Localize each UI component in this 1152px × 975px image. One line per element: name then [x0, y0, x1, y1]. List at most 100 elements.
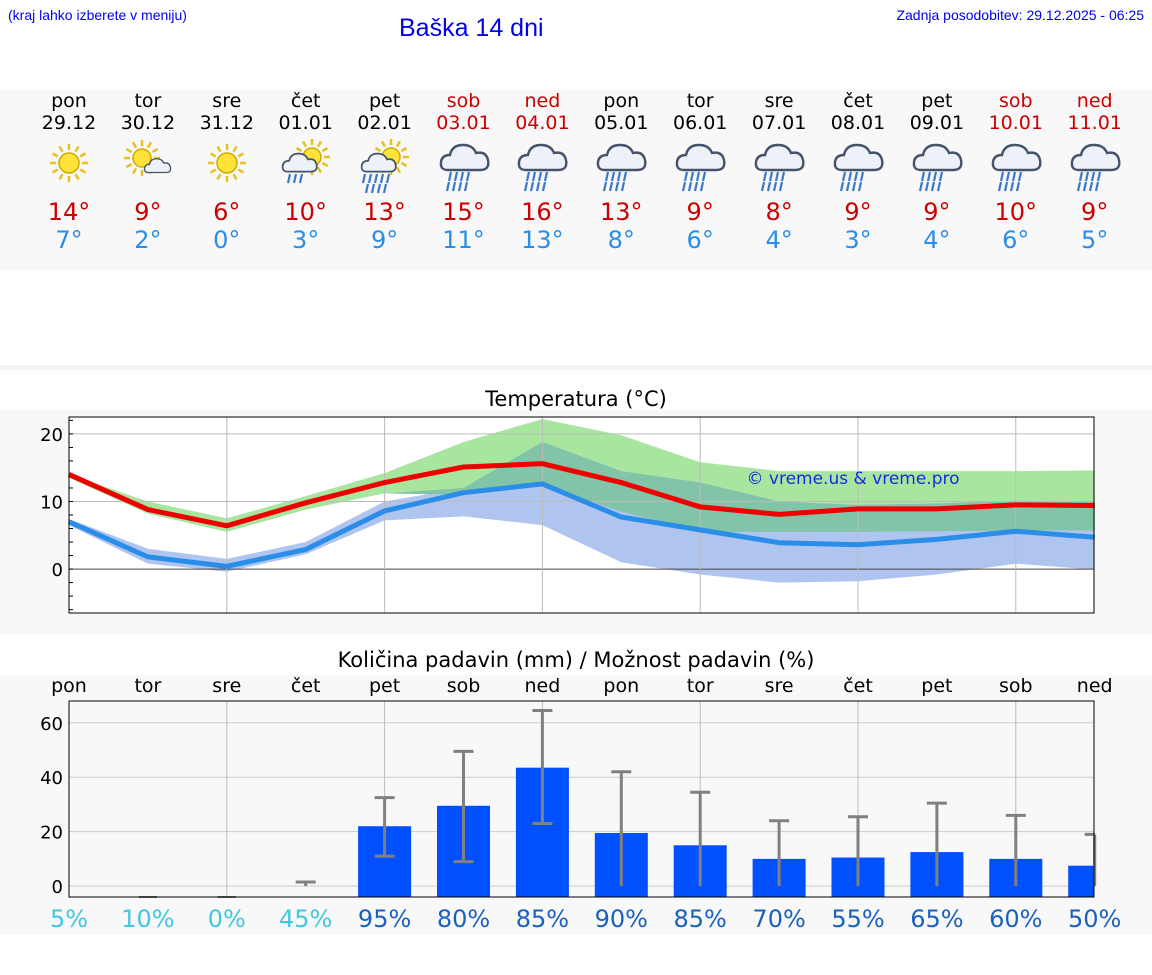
- day-label: ned: [1077, 675, 1113, 697]
- sun-cloud-heavy-rain-icon: [355, 136, 415, 196]
- min-temperature: 4°: [765, 226, 793, 254]
- precipitation-probability: 55%: [831, 905, 884, 932]
- y-tick-label: 10: [40, 492, 63, 513]
- precipitation-probability: 10%: [121, 905, 174, 932]
- max-temperature: 9°: [134, 198, 162, 226]
- min-temperature: 13°: [521, 226, 564, 254]
- min-temperature: 6°: [686, 226, 714, 254]
- precipitation-bar: [1068, 865, 1094, 897]
- max-temperature: 8°: [765, 198, 793, 226]
- rain-cloud-icon: [512, 136, 572, 196]
- precipitation-probability: 85%: [516, 905, 569, 932]
- sun-icon: [197, 136, 257, 196]
- precipitation-probability: 90%: [595, 905, 648, 932]
- plot-frame: [68, 700, 1095, 898]
- max-temperature: 6°: [213, 198, 241, 226]
- day-name: ned: [1076, 90, 1113, 112]
- max-temperature: 9°: [923, 198, 951, 226]
- day-date: 06.01: [672, 112, 728, 134]
- precipitation-probability: 60%: [989, 905, 1042, 932]
- day-label: čet: [291, 675, 321, 697]
- min-temperature-range: [69, 442, 1095, 583]
- day-label: sre: [212, 675, 241, 697]
- min-temperature: 2°: [134, 226, 162, 254]
- day-date: 04.01: [515, 112, 570, 134]
- day-date: 01.01: [278, 112, 333, 134]
- day-label: sob: [999, 675, 1033, 697]
- precipitation-probability: 45%: [279, 905, 332, 932]
- sun-icon: [39, 136, 99, 196]
- min-temperature-line: [67, 481, 1095, 569]
- rain-cloud-icon: [907, 136, 967, 196]
- day-label: sob: [447, 675, 481, 697]
- day-name: pet: [368, 90, 401, 112]
- day-name: ned: [524, 90, 561, 112]
- y-tick-label: 0: [52, 560, 63, 581]
- day-label: sre: [765, 675, 794, 697]
- y-tick-label: 20: [40, 823, 63, 844]
- day-name: čet: [843, 90, 873, 112]
- y-tick-label: 0: [52, 877, 63, 898]
- day-date: 05.01: [594, 112, 649, 134]
- page-title: Baška 14 dni: [399, 14, 544, 42]
- precipitation-probability: 50%: [1068, 905, 1121, 932]
- day-date: 08.01: [830, 112, 886, 134]
- day-label: pon: [51, 675, 87, 697]
- day-date: 07.01: [751, 112, 807, 134]
- max-temperature: 9°: [844, 198, 872, 226]
- min-temperature: 5°: [1081, 226, 1109, 254]
- precipitation-probability: 85%: [674, 905, 727, 932]
- day-label: pet: [369, 675, 400, 697]
- watermark: © vreme.us & vreme.pro: [746, 469, 959, 489]
- day-name: tor: [134, 90, 162, 112]
- day-label: tor: [134, 675, 161, 697]
- max-temperature: 9°: [686, 198, 714, 226]
- max-temperature: 10°: [994, 198, 1038, 226]
- day-date: 02.01: [357, 112, 412, 134]
- day-name: čet: [290, 90, 321, 112]
- precipitation-chart-title: Količina padavin (mm) / Možnost padavin …: [337, 648, 815, 672]
- day-name: sre: [212, 90, 242, 112]
- separator: [0, 365, 1152, 370]
- max-temperature: 15°: [442, 198, 485, 226]
- day-label: čet: [843, 675, 873, 697]
- rain-cloud-icon: [749, 136, 809, 196]
- precipitation-probability: 80%: [437, 905, 490, 932]
- temperature-chart-title: Temperatura (°C): [485, 387, 667, 411]
- temperature-chart: 0 10 20 © vreme.us & vreme.pro: [40, 416, 1095, 614]
- day-label: pet: [921, 675, 952, 697]
- precipitation-chart: pon tor sre čet pet sob ned pon tor sre čet pet sob n…: [40, 675, 1121, 932]
- min-temperature: 3°: [844, 226, 872, 254]
- precipitation-probability: 0%: [208, 905, 246, 932]
- day-name: pon: [51, 90, 87, 112]
- max-temperature: 13°: [600, 198, 643, 226]
- last-update: Zadnja posodobitev: 29.12.2025 - 06:25: [896, 7, 1144, 23]
- sun-cloud-rain-icon: [276, 136, 336, 196]
- min-temperature: 9°: [370, 226, 399, 254]
- daily-forecast-band: [0, 90, 1152, 270]
- precipitation-probability: 70%: [752, 905, 805, 932]
- rain-cloud-icon: [1065, 136, 1125, 196]
- sun-cloud-icon: [118, 136, 178, 196]
- day-date: 31.12: [199, 112, 254, 134]
- precipitation-probability: 65%: [910, 905, 963, 932]
- day-name: sre: [764, 90, 794, 112]
- y-tick-label: 20: [40, 425, 63, 446]
- day-date: 11.01: [1067, 112, 1122, 134]
- min-temperature: 3°: [292, 226, 320, 254]
- max-temperature: 14°: [47, 198, 91, 226]
- day-label: pon: [603, 675, 639, 697]
- precipitation-probability: 5%: [50, 905, 88, 932]
- max-temperature: 16°: [521, 198, 564, 226]
- rain-cloud-icon: [434, 136, 494, 196]
- max-temperature: 13°: [363, 198, 406, 226]
- day-name: sob: [999, 90, 1033, 112]
- max-temperature: 10°: [284, 198, 327, 226]
- plot-frame: [68, 416, 1095, 614]
- day-date: 09.01: [909, 112, 965, 134]
- max-temperature-line: [67, 461, 1095, 529]
- rain-cloud-icon: [670, 136, 730, 196]
- min-temperature: 4°: [923, 226, 951, 254]
- min-temperature: 8°: [607, 226, 635, 254]
- day-name: pet: [921, 90, 953, 112]
